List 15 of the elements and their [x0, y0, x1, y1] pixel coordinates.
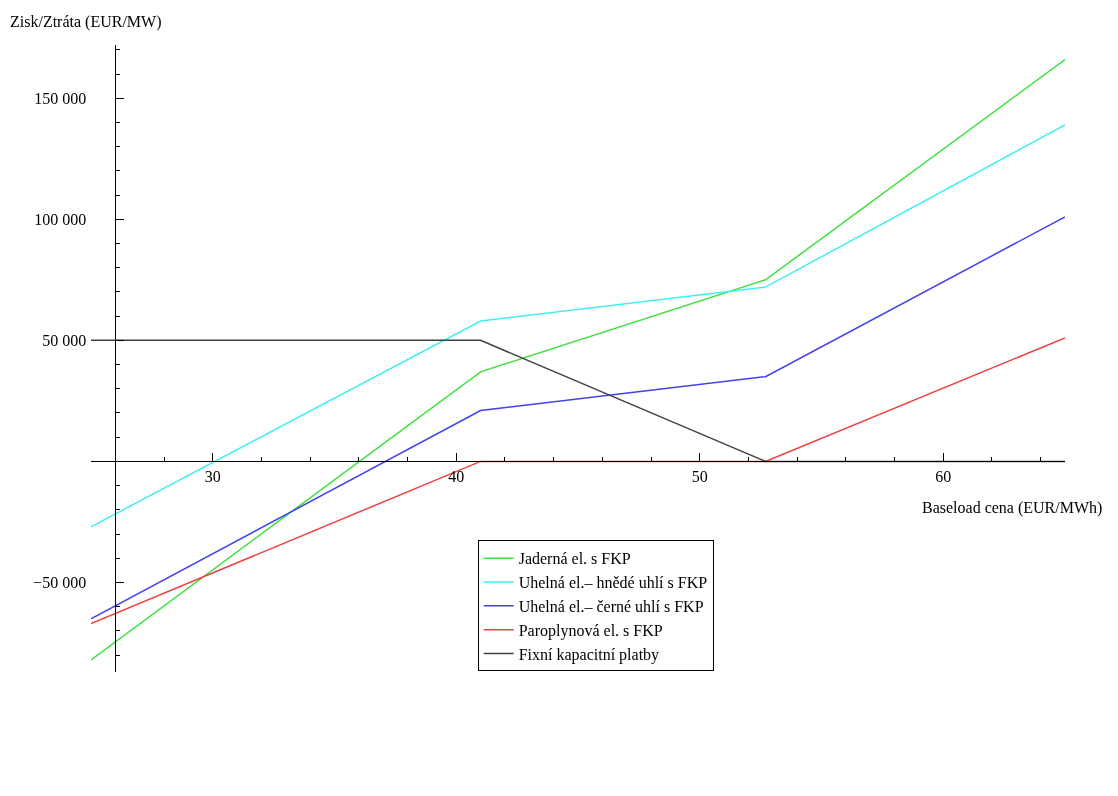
- y-tick-label: 150 000: [34, 89, 87, 107]
- legend-label: Uhelná el.– černé uhlí s FKP: [518, 598, 704, 616]
- x-axis-title: Baseload cena (EUR/MWh): [922, 499, 1103, 517]
- x-tick-label: 50: [691, 467, 708, 485]
- legend-label: Uhelná el.– hnědé uhlí s FKP: [518, 574, 708, 592]
- y-axis-title: Zisk/Ztráta (EUR/MW): [10, 13, 162, 31]
- legend-label: Jaderná el. s FKP: [518, 550, 631, 568]
- x-tick-label: 30: [204, 467, 221, 485]
- x-tick-label: 40: [448, 467, 465, 485]
- legend-label: Fixní kapacitní platby: [518, 645, 660, 664]
- y-tick-label: 100 000: [34, 210, 87, 228]
- x-tick-label: 60: [935, 467, 952, 485]
- legend-label: Paroplynová el. s FKP: [518, 621, 663, 640]
- y-tick-label: 50 000: [42, 331, 87, 349]
- y-tick-label: −50 000: [33, 574, 87, 592]
